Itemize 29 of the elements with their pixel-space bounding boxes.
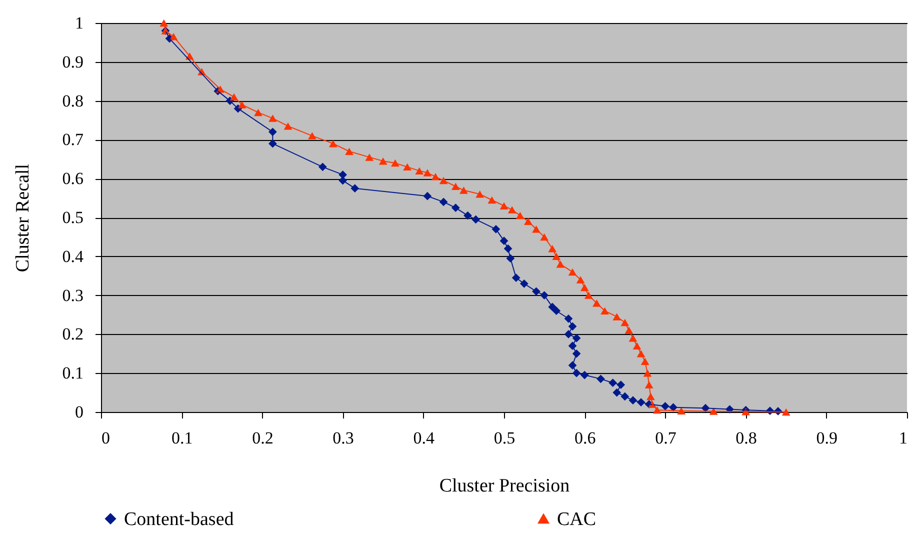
y-tick-label: 1	[75, 14, 84, 32]
y-tick-label: 0.9	[62, 52, 84, 72]
y-tick-label: 0.4	[62, 246, 84, 266]
x-tick-label: 0.7	[655, 428, 677, 448]
y-tick-label: 0.7	[62, 130, 84, 150]
x-tick-label: 0.6	[574, 428, 596, 448]
x-axis-title: Cluster Precision	[439, 476, 570, 496]
y-tick-label: 0.2	[62, 324, 84, 344]
x-tick-label: 0.9	[816, 428, 838, 448]
x-tick-label: 0.3	[332, 428, 354, 448]
x-tick-label: 1	[899, 428, 908, 448]
y-tick-label: 0	[75, 402, 84, 422]
point	[476, 190, 484, 198]
y-tick-label: 0.1	[62, 364, 84, 383]
x-tick-label: 0.5	[494, 428, 516, 448]
x-tick-label: 0.1	[171, 428, 193, 448]
point	[365, 154, 374, 161]
point	[782, 408, 790, 416]
legend-label: CAC	[557, 508, 596, 530]
legend-label: Content-based	[124, 508, 234, 530]
x-tick-label: 0	[102, 428, 110, 448]
x-tick-label: 0.4	[413, 428, 436, 448]
y-axis-title: Cluster Recall	[12, 164, 34, 272]
y-tick-label: 0.5	[62, 208, 84, 227]
y-tick-label: 0.6	[62, 169, 84, 188]
x-tick-label: 0.8	[736, 428, 757, 448]
y-tick-label: 0.3	[62, 286, 84, 305]
y-tick-label: 0.8	[62, 91, 84, 110]
x-tick-label: 0.2	[252, 428, 274, 448]
